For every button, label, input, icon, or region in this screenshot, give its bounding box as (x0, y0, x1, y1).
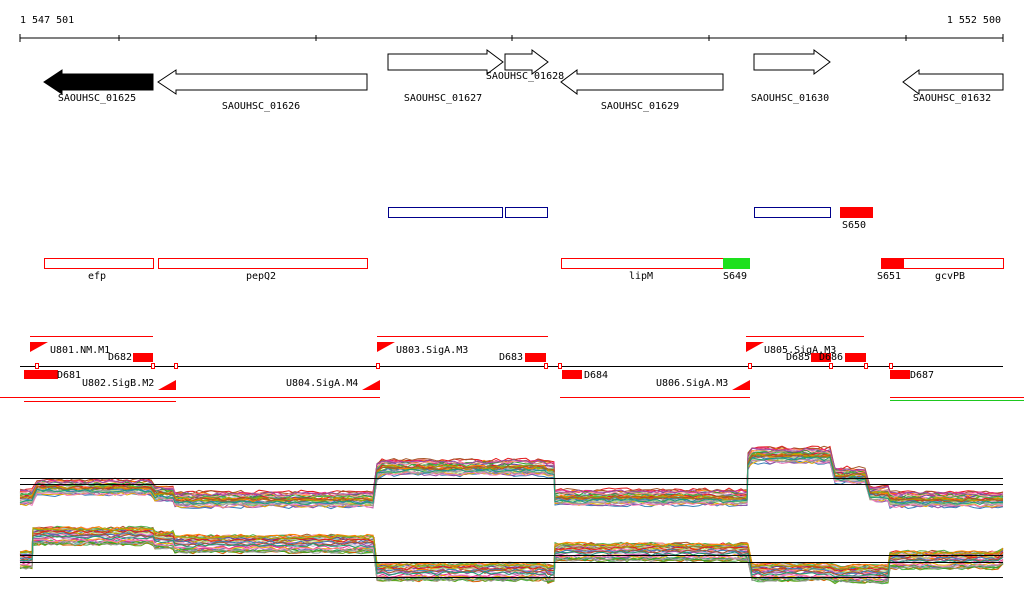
feature-box (158, 258, 368, 269)
feature-label: lipM (629, 271, 653, 282)
junction (544, 363, 548, 369)
transcript-label: D687 (910, 370, 934, 381)
transcript-box (890, 370, 910, 379)
junction (889, 363, 893, 369)
gene-track (43, 49, 1004, 95)
gene-label: SAOUHSC_01627 (404, 93, 482, 104)
expression-trace (19, 528, 1004, 572)
transcript-label: D683 (499, 352, 523, 363)
ruler-end: 1 552 500 (947, 15, 1001, 26)
ruler (19, 34, 1004, 42)
feature-box (903, 258, 1004, 269)
gene-label: SAOUHSC_01625 (58, 93, 136, 104)
transcript-label: U806.SigA.M3 (656, 378, 728, 389)
promoter-flag (746, 342, 764, 352)
feature-label: S649 (723, 271, 747, 282)
transcript-label: U803.SigA.M3 (396, 345, 468, 356)
promoter-flag (30, 342, 48, 352)
feature-box (44, 258, 154, 269)
transcript-boxes (24, 342, 910, 390)
transcript-label: U801.NM.M1 (50, 345, 110, 356)
srna-box (723, 258, 750, 269)
feature-label: efp (88, 271, 106, 282)
transcript-label: D681 (57, 370, 81, 381)
transcript-label: D682 (108, 352, 132, 363)
expression-trace (19, 448, 1004, 498)
gene-label: SAOUHSC_01632 (913, 93, 991, 104)
expression-trace (19, 453, 1004, 503)
transcript-box (845, 353, 866, 362)
junction (829, 363, 833, 369)
feature-label: pepQ2 (246, 271, 276, 282)
transcript-label: U804.SigA.M4 (286, 378, 358, 389)
expression-traces (19, 445, 1004, 585)
gene-arrow (560, 69, 724, 95)
gene-label: SAOUHSC_01630 (751, 93, 829, 104)
junction (864, 363, 868, 369)
expression-trace (19, 540, 1004, 584)
transcript-label: D684 (584, 370, 608, 381)
transcript-box (525, 353, 546, 362)
expression-trace (19, 535, 1004, 579)
gene-arrow (387, 49, 504, 75)
junction (376, 363, 380, 369)
cds-box (754, 207, 831, 218)
promoter-flag (732, 380, 750, 390)
transcript-lines (0, 336, 1024, 402)
gene-arrow (43, 69, 154, 95)
transcript-box (133, 353, 153, 362)
feature-label: S650 (842, 220, 866, 231)
transcript-label: D685 (786, 352, 810, 363)
feature-label: S651 (877, 271, 901, 282)
transcript-box (811, 353, 831, 362)
junction (151, 363, 155, 369)
junction (35, 363, 39, 369)
feature-box (561, 258, 750, 269)
transcript-label: U802.SigB.M2 (82, 378, 154, 389)
gene-arrow (157, 69, 368, 95)
expression-trace (19, 533, 1004, 577)
expression-trace (19, 450, 1004, 499)
promoter-flag (158, 380, 176, 390)
junction (748, 363, 752, 369)
junction-marks (35, 363, 893, 369)
promoter-flag (377, 342, 395, 352)
transcript-label: D686 (819, 352, 843, 363)
cds-track (388, 207, 831, 218)
gene-arrow (902, 69, 1004, 95)
expression-trace (19, 456, 1004, 506)
expression-trace (19, 452, 1004, 502)
srna-box (881, 258, 903, 269)
junction (174, 363, 178, 369)
junction (558, 363, 562, 369)
transcript-box (562, 370, 582, 379)
gene-label: SAOUHSC_01628 (486, 71, 564, 82)
transcript-label: U805.SigA.M3 (764, 345, 836, 356)
gene-label: SAOUHSC_01626 (222, 101, 300, 112)
gene-arrow (504, 49, 549, 75)
cds-box (388, 207, 503, 218)
gene-arrow (753, 49, 831, 75)
expression-trace (19, 447, 1004, 497)
srna-box (840, 207, 873, 218)
feature-track (44, 258, 1004, 269)
ruler-start: 1 547 501 (20, 15, 74, 26)
transcript-track (0, 336, 1024, 402)
promoter-flag (362, 380, 380, 390)
cds-box (505, 207, 548, 218)
gene-label: SAOUHSC_01629 (601, 101, 679, 112)
expression-trace (19, 527, 1004, 570)
transcript-box (24, 370, 58, 379)
feature-label: gcvPB (935, 271, 965, 282)
